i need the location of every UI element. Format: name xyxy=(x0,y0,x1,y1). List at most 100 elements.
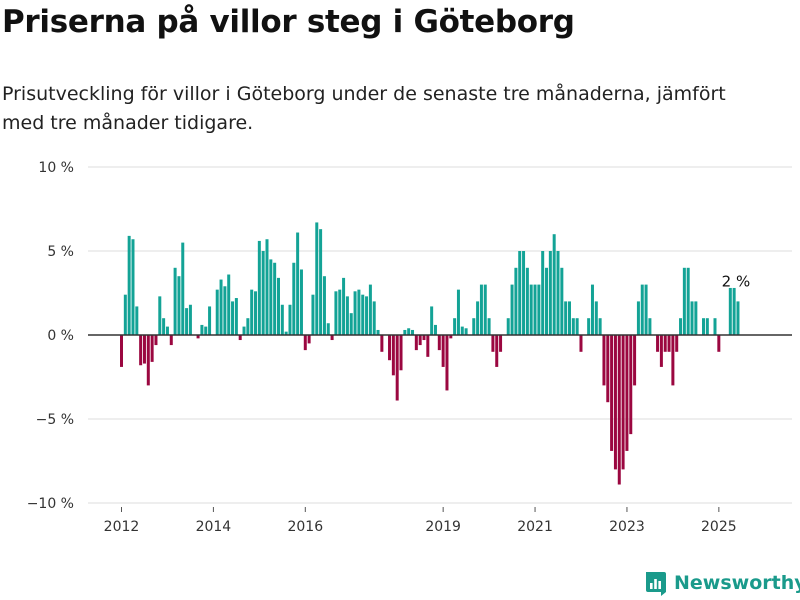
bar xyxy=(437,335,441,351)
bar xyxy=(705,318,709,335)
bar xyxy=(242,326,246,335)
newsworthy-logo: Newsworthy xyxy=(644,566,800,600)
x-tick-label: 2012 xyxy=(104,519,140,535)
y-tick-label: 10 % xyxy=(38,160,74,176)
bar xyxy=(659,335,663,367)
bar xyxy=(307,335,311,344)
brand-name: Newsworthy xyxy=(674,572,800,594)
bar xyxy=(717,335,721,352)
bar xyxy=(418,335,422,346)
bar xyxy=(679,318,683,335)
bar xyxy=(326,323,330,335)
bar xyxy=(617,335,621,485)
bar xyxy=(433,324,437,335)
bar xyxy=(368,284,372,335)
bar xyxy=(671,335,675,386)
bar xyxy=(223,286,227,335)
bar xyxy=(162,318,166,335)
bar xyxy=(319,229,323,335)
bar xyxy=(567,301,571,335)
bar xyxy=(694,301,698,335)
bar xyxy=(269,259,273,335)
bar xyxy=(265,239,269,335)
bar xyxy=(303,335,307,351)
bar xyxy=(713,318,717,335)
bar xyxy=(204,326,208,335)
bar xyxy=(575,318,579,335)
bar xyxy=(556,251,560,335)
bar xyxy=(196,335,200,339)
bar xyxy=(514,267,518,335)
bar xyxy=(472,318,476,335)
bar xyxy=(273,262,277,335)
bar xyxy=(545,267,549,335)
annotations: 2 % xyxy=(722,272,751,290)
bar xyxy=(338,289,342,335)
bar xyxy=(702,318,706,335)
bar xyxy=(288,304,292,335)
bar xyxy=(675,335,679,352)
bar xyxy=(667,335,671,352)
bar xyxy=(215,289,219,335)
bar xyxy=(150,335,154,362)
bar xyxy=(231,301,235,335)
bar xyxy=(422,335,426,341)
bar xyxy=(430,306,434,335)
bar xyxy=(234,298,238,335)
bar xyxy=(594,301,598,335)
bar xyxy=(610,335,614,451)
bar xyxy=(146,335,150,386)
y-axis-ticks: 10 % 5 % 0 % −5 % −10 % xyxy=(27,160,74,512)
bar xyxy=(296,232,300,335)
bar xyxy=(280,304,284,335)
bar xyxy=(135,306,139,335)
bar xyxy=(663,335,667,352)
bar xyxy=(380,335,384,352)
bar xyxy=(142,335,146,364)
chart-subtitle: Prisutveckling för villor i Göteborg und… xyxy=(2,83,726,134)
bar xyxy=(123,294,127,335)
bar xyxy=(552,234,556,335)
bar xyxy=(510,284,514,335)
x-tick-label: 2025 xyxy=(701,519,737,535)
bar xyxy=(322,276,326,335)
bar xyxy=(276,277,280,335)
bar xyxy=(590,284,594,335)
bar xyxy=(353,291,357,335)
bar xyxy=(506,318,510,335)
bar xyxy=(533,284,537,335)
bar xyxy=(131,239,135,335)
bar xyxy=(411,329,415,335)
bar xyxy=(426,335,430,357)
bar xyxy=(395,335,399,401)
bar xyxy=(257,240,261,335)
x-tick-label: 2014 xyxy=(196,519,232,535)
bar xyxy=(365,296,369,335)
bar xyxy=(529,284,533,335)
bar xyxy=(299,269,303,335)
bar xyxy=(414,335,418,351)
bar xyxy=(606,335,610,403)
bar xyxy=(227,274,231,335)
last-value-label: 2 % xyxy=(722,272,751,290)
y-tick-label: 5 % xyxy=(47,244,74,260)
bar xyxy=(648,318,652,335)
y-tick-label: 0 % xyxy=(47,328,74,344)
grid-lines xyxy=(88,166,792,504)
y-tick-label: −10 % xyxy=(27,496,74,512)
bar xyxy=(181,242,185,335)
bar xyxy=(453,318,457,335)
bar xyxy=(640,284,644,335)
bar xyxy=(169,335,173,346)
bar xyxy=(560,267,564,335)
bars xyxy=(120,222,740,485)
bar xyxy=(208,306,212,335)
chart-title: Priserna på villor steg i Göteborg xyxy=(2,4,575,40)
bar xyxy=(361,294,365,335)
bar xyxy=(261,251,265,335)
bar xyxy=(613,335,617,470)
bar xyxy=(682,267,686,335)
bar xyxy=(541,251,545,335)
bar xyxy=(587,318,591,335)
bar xyxy=(629,335,633,435)
